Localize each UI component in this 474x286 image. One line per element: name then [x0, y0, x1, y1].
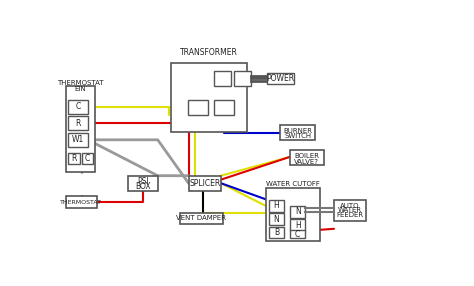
Bar	[189, 176, 221, 191]
Bar	[267, 73, 294, 84]
Bar	[290, 150, 324, 165]
Bar	[266, 188, 320, 241]
Text: VENT DAMPER: VENT DAMPER	[176, 215, 227, 221]
Text: SPLICER: SPLICER	[189, 179, 220, 188]
Text: BOILER: BOILER	[294, 153, 319, 159]
Text: VALVE?: VALVE?	[294, 159, 319, 165]
Bar	[68, 153, 80, 164]
Text: PSI: PSI	[137, 177, 149, 186]
Bar	[290, 230, 305, 239]
Text: N: N	[273, 214, 279, 224]
Text: C: C	[295, 230, 301, 239]
Text: SWITCH: SWITCH	[284, 133, 311, 139]
Bar	[66, 86, 94, 172]
Text: C: C	[75, 102, 81, 111]
Bar	[213, 71, 231, 86]
Bar	[281, 125, 315, 140]
Bar	[68, 116, 88, 130]
Bar	[128, 176, 158, 191]
Bar	[68, 133, 88, 147]
Text: N: N	[295, 207, 301, 216]
Bar	[269, 227, 284, 238]
Bar	[334, 200, 366, 221]
Text: C: C	[85, 154, 90, 163]
Text: R: R	[75, 119, 81, 128]
Text: FEEDER: FEEDER	[336, 212, 364, 218]
Bar	[188, 100, 208, 115]
Text: WATER: WATER	[338, 208, 362, 213]
Bar	[290, 206, 305, 218]
Bar	[82, 153, 93, 164]
Text: EIN: EIN	[74, 86, 86, 92]
Text: H: H	[273, 201, 279, 210]
Bar	[171, 63, 246, 132]
Text: POWER: POWER	[266, 74, 294, 83]
Text: H: H	[295, 221, 301, 230]
Text: B: B	[274, 228, 279, 237]
Bar	[234, 71, 251, 86]
Text: W1: W1	[72, 135, 84, 144]
Bar	[180, 213, 223, 224]
Text: AUTO: AUTO	[340, 203, 360, 209]
Text: R: R	[72, 154, 77, 163]
Bar	[213, 100, 234, 115]
Text: BOX: BOX	[135, 182, 151, 191]
Text: WATER CUTOFF: WATER CUTOFF	[266, 181, 320, 187]
Text: THERMOSTAT: THERMOSTAT	[57, 80, 103, 86]
Bar	[269, 200, 284, 212]
Text: THERMOSTAT: THERMOSTAT	[61, 200, 102, 205]
Text: TRANSFORMER: TRANSFORMER	[180, 48, 238, 57]
Bar	[68, 100, 88, 114]
Bar	[66, 196, 97, 208]
Bar	[290, 219, 305, 231]
Bar	[269, 213, 284, 225]
Text: BURNER: BURNER	[283, 128, 312, 134]
